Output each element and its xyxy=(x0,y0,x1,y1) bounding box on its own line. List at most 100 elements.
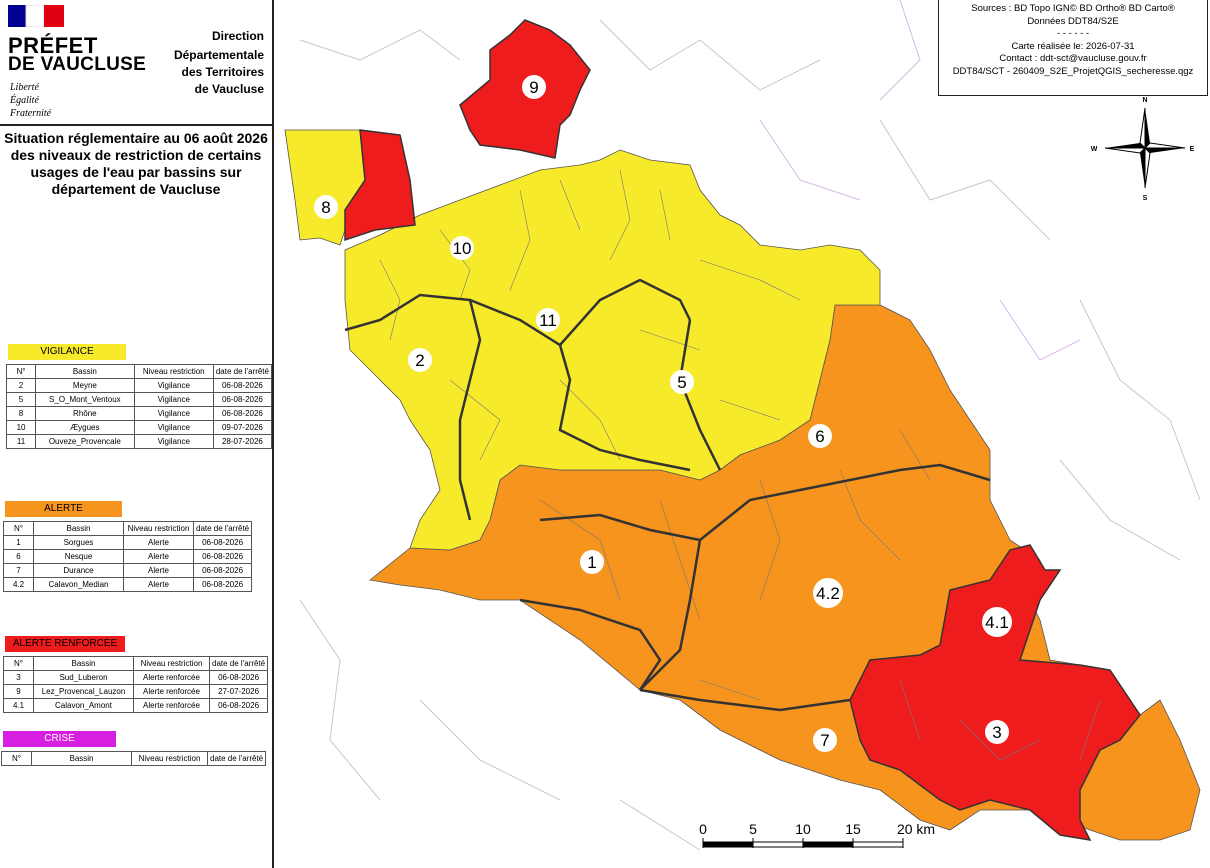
table-row: 11 Ouveze_Provencale Vigilance 28-07-2026 xyxy=(5,434,273,449)
table-cell: 06-08-2026 xyxy=(192,563,253,578)
compass-letter: N xyxy=(1142,97,1147,104)
level-label: CRISE xyxy=(3,731,116,747)
header-cell: N° xyxy=(3,656,34,671)
table-cell: 2 xyxy=(5,378,37,393)
compass-letter: W xyxy=(1091,146,1098,153)
table-cell: Calavon_Median xyxy=(33,577,124,592)
compass xyxy=(1104,107,1186,189)
divider xyxy=(0,124,272,126)
table-cell: Alerte xyxy=(123,535,194,550)
table-cell: Rhône xyxy=(35,406,135,421)
label-circle xyxy=(580,550,604,574)
table-cell: Vigilance xyxy=(133,420,214,435)
basin-label: 1 xyxy=(587,553,596,572)
table-cell: Meyne xyxy=(35,378,135,393)
label-circle xyxy=(314,195,338,219)
table-header: N° Bassin Niveau restriction date de l'arrê… xyxy=(5,364,273,379)
prefect-name: PRÉFET xyxy=(8,33,98,58)
table-cell: 06-08-2026 xyxy=(212,378,273,393)
header-cell: date de l'arrêté xyxy=(206,751,267,766)
table-cell: 11 xyxy=(5,434,37,449)
header-cell: N° xyxy=(5,364,37,379)
zone-red xyxy=(849,544,1141,841)
header-cell: Niveau restriction xyxy=(131,751,208,766)
level-label: VIGILANCE xyxy=(8,344,126,360)
commune-boundaries xyxy=(379,169,1101,761)
table-row: 10 Æygues Vigilance 09-07-2026 xyxy=(5,420,273,435)
table-row: 4.1 Calavon_Amont Alerte renforcée 06-08-20… xyxy=(3,698,269,713)
basin-label: 2 xyxy=(415,351,424,370)
header-cell: Bassin xyxy=(35,364,135,379)
basin-label: 10 xyxy=(453,239,472,258)
source-line: DDT84/SCT - 260409_S2E_ProjetQGIS_secher… xyxy=(952,65,1194,77)
sources-box: Sources : BD Topo IGN© BD Ortho® BD Cart… xyxy=(938,0,1208,96)
table-cell: Nesque xyxy=(33,549,124,564)
logo-flag xyxy=(8,5,64,27)
table-cell: 06-08-2026 xyxy=(192,549,253,564)
label-circle xyxy=(985,720,1009,744)
basin-label: 4.2 xyxy=(816,584,840,603)
zone-red xyxy=(344,129,416,242)
table-cell: Alerte xyxy=(123,563,194,578)
table-cell: Lez_Provencal_Lauzon xyxy=(33,684,134,699)
table-header: N° Bassin Niveau restriction date de l'arrê… xyxy=(3,521,253,536)
label-circle xyxy=(408,348,432,372)
table-row: 3 Sud_Luberon Alerte renforcée 06-08-2026 xyxy=(3,670,269,685)
scale-label: 10 xyxy=(795,821,811,837)
direction: Direction xyxy=(211,29,264,43)
map-title: Situation réglementaire au 06 août 2026 … xyxy=(4,130,268,197)
level-table: N° Bassin Niveau restriction date de l'arrê… xyxy=(1,751,267,766)
header-cell: Niveau restriction xyxy=(123,521,194,536)
header-cell: Bassin xyxy=(33,656,134,671)
table-cell: S_O_Mont_Ventoux xyxy=(35,392,135,407)
table-row: 8 Rhône Vigilance 06-08-2026 xyxy=(5,406,273,421)
direction: des Territoires xyxy=(181,65,264,79)
table-cell: Vigilance xyxy=(133,392,214,407)
source-line: Sources : BD Topo IGN© BD Ortho® BD Cart… xyxy=(971,3,1175,14)
header-cell: date de l'arrêté xyxy=(212,364,273,379)
label-circle xyxy=(522,75,546,99)
basin-label: 8 xyxy=(321,198,330,217)
compass-letter: S xyxy=(1143,195,1148,202)
header-cell: N° xyxy=(3,521,34,536)
table-cell: 06-08-2026 xyxy=(208,670,269,685)
basin-label: 3 xyxy=(992,723,1001,742)
table-row: 4.2 Calavon_Median Alerte 06-08-2026 xyxy=(3,577,253,592)
header-cell: N° xyxy=(1,751,32,766)
header-cell: date de l'arrêté xyxy=(192,521,253,536)
label-circle xyxy=(808,424,832,448)
label-circle xyxy=(450,236,474,260)
basin-label: 5 xyxy=(677,373,686,392)
basin-label: 7 xyxy=(820,731,829,750)
motto: Égalité xyxy=(10,95,39,106)
table-cell: 06-08-2026 xyxy=(192,577,253,592)
scale-label: 15 xyxy=(845,821,861,837)
table-cell: 1 xyxy=(3,535,34,550)
table-cell: 9 xyxy=(3,684,34,699)
table-cell: 8 xyxy=(5,406,37,421)
zone-yellow xyxy=(344,149,881,551)
table-cell: 10 xyxy=(5,420,37,435)
table-cell: Vigilance xyxy=(133,434,214,449)
table-row: 7 Durance Alerte 06-08-2026 xyxy=(3,563,253,578)
header-cell: date de l'arrêté xyxy=(208,656,269,671)
table-cell: 3 xyxy=(3,670,34,685)
motto: Liberté xyxy=(10,82,39,93)
table-cell: Alerte renforcée xyxy=(133,698,210,713)
background-communes xyxy=(299,0,1201,851)
label-circle xyxy=(536,308,560,332)
level-label: ALERTE RENFORCEE xyxy=(5,636,125,652)
table-cell: 7 xyxy=(3,563,34,578)
header-cell: Niveau restriction xyxy=(133,364,214,379)
table-cell: 06-08-2026 xyxy=(192,535,253,550)
scale-label: 20 km xyxy=(897,821,935,837)
basin-label: 4.1 xyxy=(985,613,1009,632)
level-table: N° Bassin Niveau restriction date de l'arrê… xyxy=(3,656,269,713)
table-cell: Alerte renforcée xyxy=(133,670,210,685)
table-cell: Vigilance xyxy=(133,406,214,421)
motto: Fraternité xyxy=(10,108,52,119)
table-row: 9 Lez_Provencal_Lauzon Alerte renforcée 27-… xyxy=(3,684,269,699)
compass-letter: E xyxy=(1190,146,1195,153)
table-header: N° Bassin Niveau restriction date de l'arrê… xyxy=(1,751,267,766)
